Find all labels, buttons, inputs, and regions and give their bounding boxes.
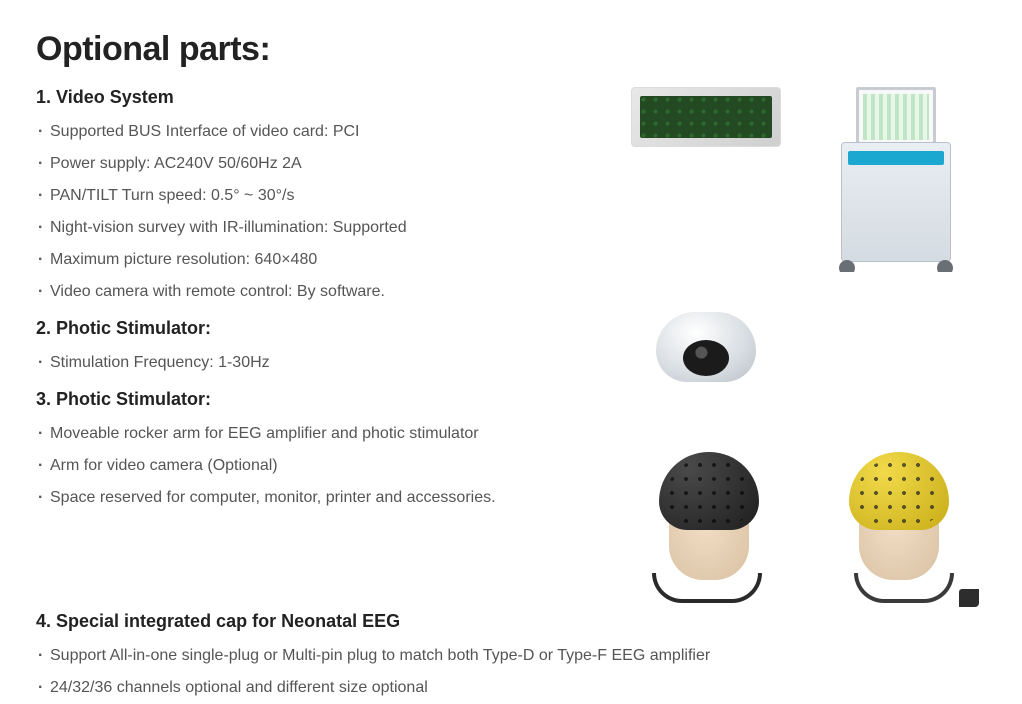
section-3-list: Moveable rocker arm for EEG amplifier an… <box>36 418 616 514</box>
list-item: Stimulation Frequency: 1-30Hz <box>36 347 616 379</box>
cart-wheel-icon <box>937 260 953 272</box>
list-item: Arm for video camera (Optional) <box>36 450 616 482</box>
dome-camera-image <box>631 292 781 412</box>
eeg-cap-yellow-image <box>814 432 979 607</box>
list-item: Video camera with remote control: By sof… <box>36 276 616 308</box>
led-array-image <box>631 87 781 147</box>
section-4: 4. Special integrated cap for Neonatal E… <box>36 611 986 704</box>
page-title: Optional parts: <box>36 30 986 69</box>
section-1-list: Supported BUS Interface of video card: P… <box>36 116 616 308</box>
cart-wheel-icon <box>839 260 855 272</box>
section-1-heading: 1. Video System <box>36 87 616 108</box>
list-item: Night-vision survey with IR-illumination… <box>36 212 616 244</box>
text-column: 1. Video System Supported BUS Interface … <box>36 87 616 514</box>
list-item: Space reserved for computer, monitor, pr… <box>36 482 616 514</box>
list-item: Maximum picture resolution: 640×480 <box>36 244 616 276</box>
cart-body-icon <box>841 142 951 262</box>
list-item: PAN/TILT Turn speed: 0.5° ~ 30°/s <box>36 180 616 212</box>
list-item: Support All-in-one single-plug or Multi-… <box>36 640 986 672</box>
list-item: Moveable rocker arm for EEG amplifier an… <box>36 418 616 450</box>
connector-icon <box>959 589 979 607</box>
yellow-cap-icon <box>849 452 949 530</box>
list-item: Power supply: AC240V 50/60Hz 2A <box>36 148 616 180</box>
section-4-list: Support All-in-one single-plug or Multi-… <box>36 640 986 704</box>
images-column <box>616 87 986 607</box>
section-2-list: Stimulation Frequency: 1-30Hz <box>36 347 616 379</box>
section-2-heading: 2. Photic Stimulator: <box>36 318 616 339</box>
list-item: 24/32/36 channels optional and different… <box>36 672 986 704</box>
dome-lens-icon <box>683 340 729 376</box>
black-cap-icon <box>659 452 759 530</box>
cable-icon <box>854 573 954 603</box>
section-3-heading: 3. Photic Stimulator: <box>36 389 616 410</box>
cart-monitor-icon <box>856 87 936 147</box>
section-4-heading: 4. Special integrated cap for Neonatal E… <box>36 611 986 632</box>
cart-drawer-icon <box>848 151 944 165</box>
content-row: 1. Video System Supported BUS Interface … <box>36 87 986 607</box>
eeg-cap-black-image <box>624 432 789 607</box>
cable-icon <box>652 573 762 603</box>
medical-cart-image <box>821 87 971 272</box>
list-item: Supported BUS Interface of video card: P… <box>36 116 616 148</box>
